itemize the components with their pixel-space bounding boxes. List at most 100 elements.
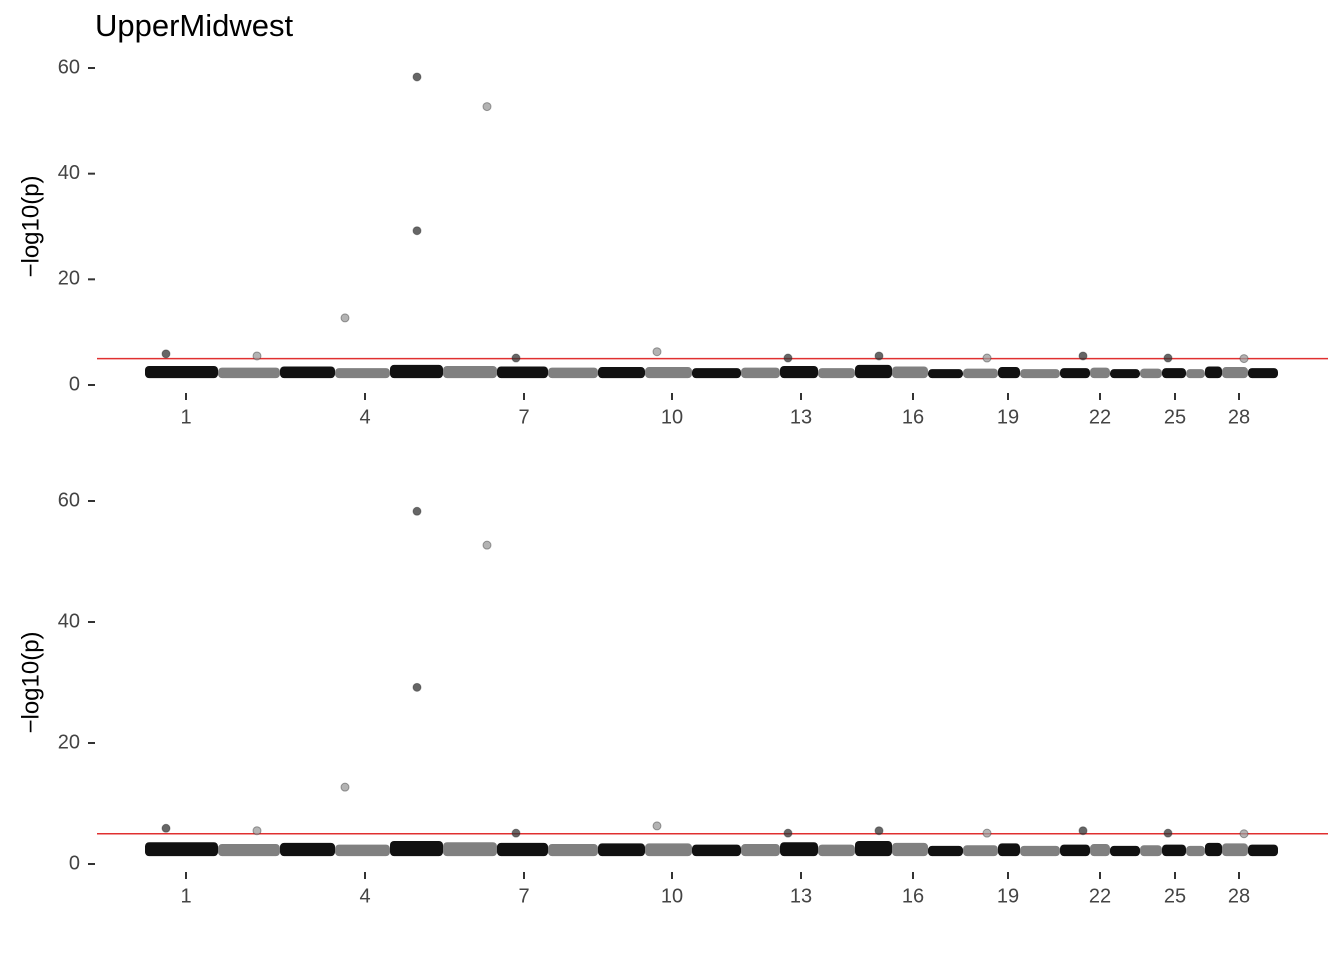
chromosome-band <box>645 843 692 857</box>
chromosome-band <box>280 366 335 379</box>
chromosome-band <box>1060 368 1090 379</box>
chromosome-band <box>1186 369 1205 379</box>
y-tick-label: 0 <box>69 373 80 395</box>
x-tick-label: 16 <box>902 885 924 907</box>
chromosome-band <box>280 842 335 857</box>
y-tick-label: 60 <box>58 56 80 78</box>
chromosome-band <box>1222 843 1248 857</box>
point <box>1078 351 1088 361</box>
chart-title: UpperMidwest <box>95 8 294 43</box>
chromosome-band <box>218 844 280 857</box>
point <box>161 349 171 359</box>
point <box>412 72 422 82</box>
chromosome-band <box>1162 844 1186 857</box>
chromosome-band <box>1205 842 1222 857</box>
x-tick-label: 1 <box>180 406 191 428</box>
chromosome-band <box>1140 845 1162 857</box>
chromosome-band <box>335 844 390 857</box>
point <box>252 351 262 361</box>
chromosome-band <box>963 368 998 379</box>
x-tick-label: 1 <box>180 885 191 907</box>
chromosome-band <box>145 365 218 379</box>
point <box>412 226 422 236</box>
x-tick-label: 25 <box>1164 885 1186 907</box>
chromosome-band <box>1222 367 1248 379</box>
chromosome-band <box>598 843 645 857</box>
y-tick-label: 0 <box>69 852 80 874</box>
x-tick-label: 25 <box>1164 406 1186 428</box>
chromosome-band <box>548 844 598 857</box>
y-tick-label: 60 <box>58 489 80 511</box>
x-tick-label: 4 <box>359 885 370 907</box>
point <box>1163 353 1173 363</box>
chromosome-band <box>497 366 548 379</box>
point <box>482 540 492 550</box>
x-tick-label: 22 <box>1089 885 1111 907</box>
x-tick-label: 13 <box>790 885 812 907</box>
chromosome-band <box>1020 369 1060 379</box>
chromosome-band <box>1110 369 1140 379</box>
chromosome-band <box>1248 844 1278 857</box>
chromosome-band <box>892 366 928 379</box>
x-tick-label: 16 <box>902 406 924 428</box>
chromosome-band <box>1020 845 1060 857</box>
x-tick-label: 10 <box>661 885 683 907</box>
chromosome-band <box>741 367 780 379</box>
x-tick-label: 19 <box>997 885 1019 907</box>
chromosome-band <box>892 842 928 857</box>
chromosome-band <box>218 367 280 379</box>
point <box>874 826 884 836</box>
chromosome-band <box>1090 844 1110 857</box>
chromosome-band <box>1060 844 1090 857</box>
chromosome-band <box>390 364 443 379</box>
chromosome-band <box>998 843 1020 857</box>
point <box>252 826 262 836</box>
point <box>511 828 521 838</box>
point <box>652 347 662 357</box>
chromosome-band <box>390 841 443 857</box>
x-tick-label: 7 <box>518 406 529 428</box>
x-tick-label: 28 <box>1228 885 1250 907</box>
point <box>340 782 350 792</box>
chromosome-band <box>692 368 741 379</box>
chromosome-band <box>1140 368 1162 379</box>
chromosome-band <box>1090 367 1110 379</box>
y-axis-label: −log10(p) <box>17 631 44 733</box>
chromosome-band <box>598 367 645 379</box>
chromosome-band <box>1186 845 1205 857</box>
point <box>652 821 662 831</box>
point <box>1239 354 1249 364</box>
point <box>1163 828 1173 838</box>
x-tick-label: 13 <box>790 406 812 428</box>
point <box>340 313 350 323</box>
chromosome-band <box>548 367 598 379</box>
point <box>874 351 884 361</box>
y-tick-label: 20 <box>58 268 80 290</box>
chromosome-band <box>780 365 818 379</box>
chromosome-band <box>497 842 548 857</box>
chromosome-band <box>645 367 692 379</box>
y-axis-label: −log10(p) <box>17 175 44 277</box>
chromosome-band <box>1110 845 1140 857</box>
point <box>511 353 521 363</box>
chromosome-band <box>818 844 855 857</box>
chromosome-band <box>443 842 497 857</box>
y-tick-label: 20 <box>58 731 80 753</box>
point <box>412 682 422 692</box>
x-tick-label: 28 <box>1228 406 1250 428</box>
chromosome-band <box>335 368 390 379</box>
chromosome-band <box>998 367 1020 379</box>
point <box>1239 829 1249 839</box>
x-tick-label: 10 <box>661 406 683 428</box>
chromosome-band <box>145 842 218 857</box>
chromosome-band <box>780 842 818 857</box>
chromosome-band <box>928 369 963 379</box>
point <box>982 353 992 363</box>
chromosome-band <box>963 845 998 857</box>
y-tick-label: 40 <box>58 610 80 632</box>
x-tick-label: 7 <box>518 885 529 907</box>
point <box>1078 826 1088 836</box>
chromosome-band <box>1162 368 1186 379</box>
chromosome-band <box>855 364 892 379</box>
